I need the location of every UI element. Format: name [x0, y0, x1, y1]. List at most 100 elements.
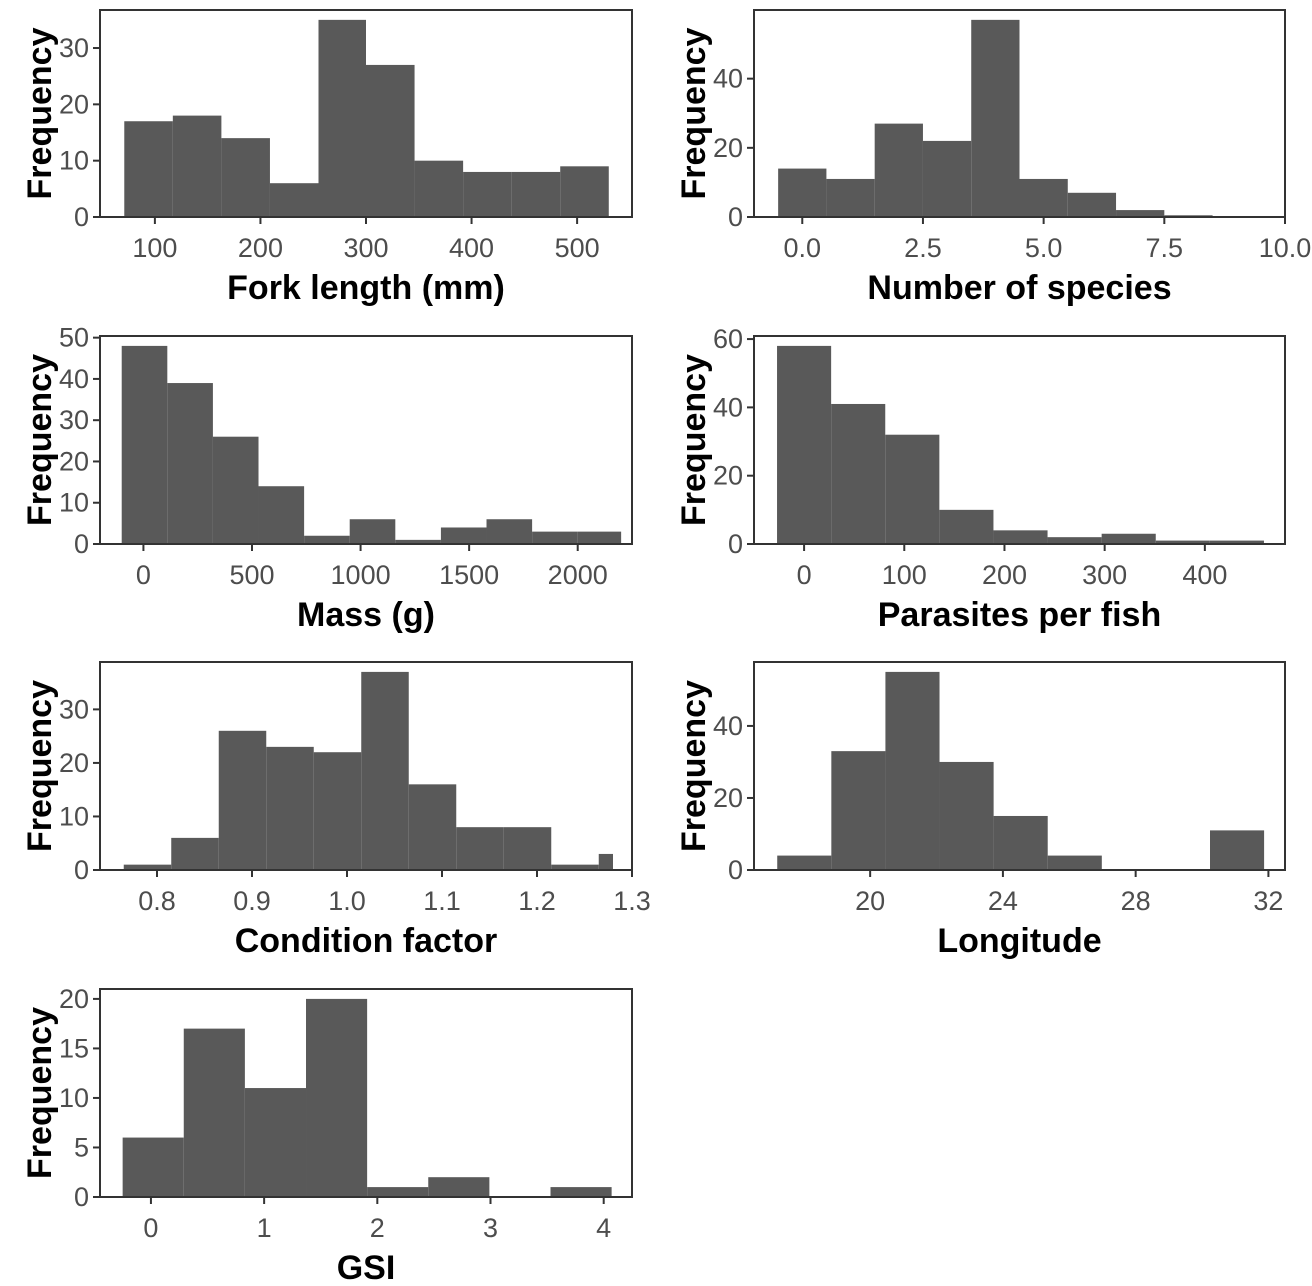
histogram-bar — [408, 784, 457, 870]
histogram-panel: 0 10 20 30 0.8 0.9 1.0 1.1 1.2 1.3 Condition facto… — [21, 661, 651, 960]
y-axis-title: Frequency — [21, 680, 59, 852]
histogram-bar — [778, 168, 827, 217]
histogram-bar — [1067, 192, 1117, 217]
histogram-bar — [123, 864, 172, 870]
histogram-bar — [428, 1177, 490, 1197]
histogram-bar — [922, 140, 972, 217]
x-tick-label: 3 — [483, 1213, 498, 1243]
x-tick-label: 7.5 — [1146, 233, 1184, 263]
x-tick-label: 1.1 — [423, 886, 461, 916]
x-axis-title: Number of species — [867, 269, 1171, 307]
histogram-bar — [269, 183, 319, 217]
y-tick-label: 40 — [713, 392, 743, 422]
x-tick-label: 500 — [229, 560, 274, 590]
y-tick-label: 5 — [74, 1132, 89, 1162]
x-tick-label: 28 — [1121, 886, 1151, 916]
y-tick-label: 0 — [74, 529, 89, 559]
histogram-bar — [266, 746, 314, 870]
x-tick-label: 0 — [797, 560, 812, 590]
histogram-bar — [831, 403, 886, 544]
histogram-bar — [993, 815, 1048, 870]
x-axis-title: Fork length (mm) — [227, 269, 505, 307]
x-axis-title: Mass (g) — [297, 596, 435, 634]
histogram-bar — [304, 535, 350, 544]
y-tick-label: 0 — [728, 202, 743, 232]
x-tick-label: 200 — [238, 233, 283, 263]
histogram-bar — [367, 1187, 429, 1197]
y-tick-label: 30 — [59, 694, 89, 724]
x-tick-label: 300 — [343, 233, 388, 263]
histogram-bar — [560, 166, 609, 217]
histogram-bar — [244, 1088, 307, 1197]
histogram-bar — [1116, 210, 1165, 217]
y-tick-label: 15 — [59, 1033, 89, 1063]
histogram-bar — [551, 864, 599, 870]
histogram-bar — [1047, 537, 1102, 544]
y-axis-title: Frequency — [21, 354, 59, 526]
histogram-bar — [171, 837, 219, 870]
histogram-bar — [939, 761, 994, 870]
histogram-bar — [121, 345, 168, 544]
y-tick-label: 0 — [74, 855, 89, 885]
x-tick-label: 1.3 — [613, 886, 651, 916]
histogram-bar — [550, 1187, 612, 1197]
x-tick-label: 0.8 — [138, 886, 176, 916]
x-tick-label: 4 — [596, 1213, 611, 1243]
histogram-bar — [1209, 540, 1264, 544]
x-tick-label: 0.9 — [233, 886, 271, 916]
y-tick-label: 50 — [59, 323, 89, 353]
x-tick-label: 0 — [136, 560, 151, 590]
histogram-bar — [503, 827, 552, 870]
histogram-bar — [258, 486, 305, 544]
x-tick-label: 5.0 — [1025, 233, 1063, 263]
histogram-bar — [511, 171, 561, 217]
histogram-bar — [456, 827, 504, 870]
panel-border — [753, 661, 1286, 871]
x-tick-label: 500 — [555, 233, 600, 263]
y-tick-label: 0 — [74, 1182, 89, 1212]
y-axis-title: Frequency — [21, 27, 59, 199]
histogram-bar — [349, 519, 396, 544]
histogram-bar — [939, 509, 994, 544]
x-tick-label: 2000 — [548, 560, 608, 590]
panel-border — [753, 335, 1286, 545]
y-tick-label: 20 — [59, 984, 89, 1014]
x-tick-label: 1.2 — [518, 886, 556, 916]
histogram-panel: 0 20 40 20 24 28 32 Longitude Frequency — [675, 661, 1286, 960]
panel-border — [99, 988, 633, 1198]
histogram-bar — [486, 519, 533, 544]
histogram-bar — [440, 527, 487, 544]
histogram-bar — [598, 853, 613, 870]
histogram-bar — [366, 64, 415, 217]
histogram-bar — [122, 1137, 184, 1197]
histogram-bar — [395, 539, 441, 544]
histogram-bar — [414, 160, 464, 217]
histogram-bar — [212, 436, 259, 544]
y-tick-label: 40 — [59, 364, 89, 394]
panel-border — [753, 9, 1286, 218]
histogram-bar — [874, 123, 923, 217]
histogram-bar — [885, 434, 940, 544]
histogram-panel: 0 5 10 15 20 0 1 2 3 4 GSI Frequency — [21, 984, 633, 1286]
panel-border — [99, 335, 633, 545]
histogram-panel: 0 10 20 30 100 200 300 400 500 Fork length (mm) Fr… — [21, 9, 633, 307]
histogram-bar — [172, 115, 222, 217]
histogram-bar — [971, 19, 1020, 217]
histogram-bar — [777, 345, 832, 544]
x-tick-label: 1500 — [439, 560, 499, 590]
y-tick-label: 10 — [59, 146, 89, 176]
y-tick-label: 20 — [59, 89, 89, 119]
histogram-bar — [318, 19, 366, 217]
x-tick-label: 0.0 — [783, 233, 821, 263]
histogram-bar — [1019, 178, 1068, 217]
y-axis-title: Frequency — [675, 27, 713, 199]
y-tick-label: 0 — [728, 855, 743, 885]
histogram-bar — [124, 121, 173, 217]
histogram-bar — [831, 751, 886, 870]
y-tick-label: 10 — [59, 801, 89, 831]
histogram-bar — [1047, 855, 1102, 870]
y-tick-label: 0 — [728, 529, 743, 559]
y-axis-title: Frequency — [675, 354, 713, 526]
x-tick-label: 20 — [855, 886, 885, 916]
